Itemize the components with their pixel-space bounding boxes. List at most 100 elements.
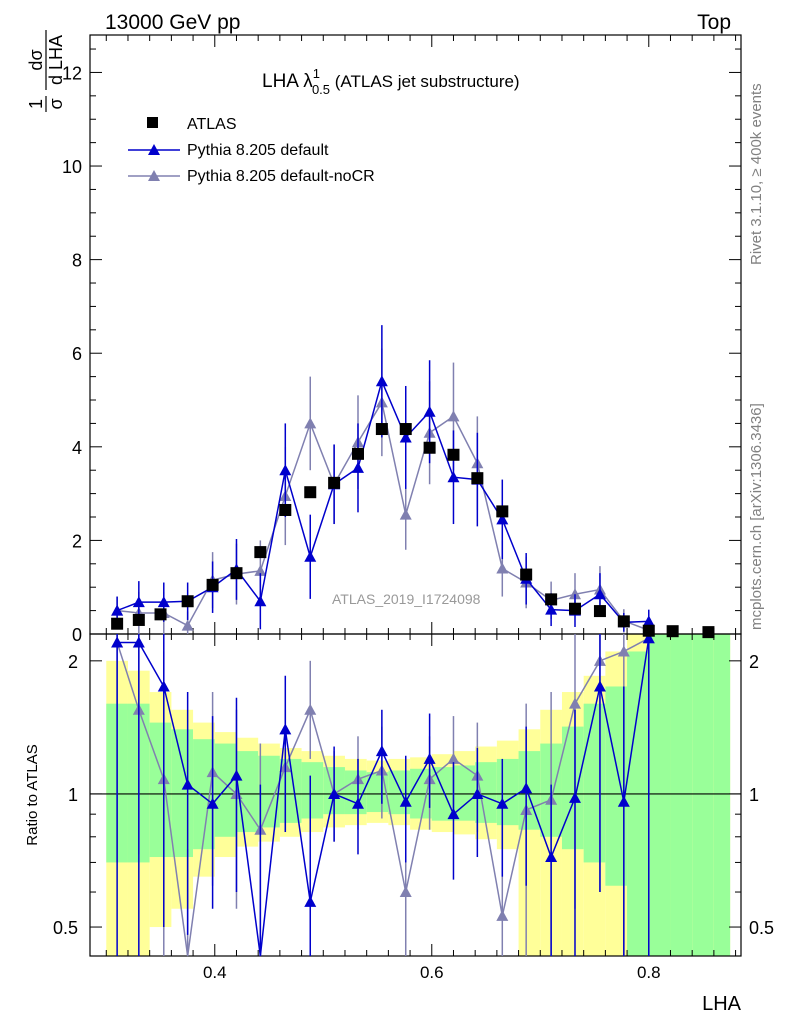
ratio-point-default (181, 778, 194, 790)
header-process: 13000 GeV pp (105, 11, 240, 34)
x-axis-label: LHA (702, 993, 742, 1015)
band-green-bin (713, 634, 731, 956)
data-point-atlas (111, 617, 124, 630)
band-green-bin (627, 651, 649, 956)
ratio-point-nocr (399, 886, 412, 898)
data-point-atlas (375, 423, 388, 436)
ratio-point-default (617, 795, 630, 807)
data-point-atlas (423, 441, 436, 454)
main-point-default (254, 595, 267, 607)
ratio-point-default (157, 680, 170, 692)
ratio-point-default (423, 752, 436, 764)
ratio-point-nocr (617, 645, 630, 657)
header-observable: Top (697, 11, 731, 34)
data-point-atlas (351, 447, 364, 460)
x-tick-label: 0.6 (420, 963, 444, 982)
main-point-default (157, 596, 170, 608)
legend-marker-default (148, 144, 160, 155)
rivet-version-text: Rivet 3.1.10, ≥ 400k events (748, 83, 765, 265)
ratio-point-default (447, 808, 460, 820)
band-green-bin (670, 634, 693, 956)
band-green-bin (692, 634, 714, 956)
ratio-point-nocr (304, 703, 317, 715)
main-point-default (304, 550, 317, 562)
y-tick-label: 6 (72, 344, 82, 364)
band-green-bin (171, 729, 194, 858)
mcplots-text: mcplots.cern.ch [arXiv:1306.3436] (748, 403, 765, 630)
data-point-atlas (520, 568, 533, 581)
data-point-atlas (132, 613, 145, 626)
y-tick-label: 12 (62, 63, 82, 83)
band-green-bin (453, 765, 476, 821)
analysis-id: ATLAS_2019_I1724098 (332, 591, 481, 607)
data-point-atlas (154, 608, 167, 621)
data-point-atlas (642, 624, 655, 637)
band-green-bin (366, 772, 389, 813)
ratio-point-default (304, 895, 317, 907)
y-tick-label: 4 (72, 438, 82, 458)
band-green-bin (301, 762, 324, 819)
ratio-point-default (206, 797, 219, 809)
legend-label-atlas: ATLAS (187, 116, 237, 133)
ratio-point-default (593, 680, 606, 692)
ratio-plot-frame (89, 633, 742, 957)
main-point-nocr (496, 562, 509, 574)
main-point-default (642, 615, 655, 627)
ratio-point-default (230, 769, 243, 781)
main-point-default (496, 513, 509, 525)
ratio-point-default (328, 787, 341, 799)
y-tick-label: 8 (72, 251, 82, 271)
data-point-atlas (496, 505, 509, 518)
data-point-atlas (230, 567, 243, 580)
y-label-frac1-den: σ (46, 98, 66, 109)
data-point-atlas (545, 593, 558, 606)
y-tick-label: 10 (62, 157, 82, 177)
ratio-point-default (351, 797, 364, 809)
data-point-atlas (666, 625, 679, 638)
chart-title: LHA λ1 0.5 (ATLAS jet substructure) (262, 66, 520, 97)
main-point-default (447, 471, 460, 483)
data-point-atlas (328, 476, 341, 489)
main-point-nocr (254, 564, 267, 576)
ratio-tick-label-right: 1 (749, 785, 759, 805)
main-point-nocr (399, 508, 412, 520)
ratio-tick-label: 2 (68, 652, 78, 672)
ratio-tick-label: 0.5 (53, 918, 78, 938)
band-green-bin (648, 634, 671, 956)
ratio-point-default (132, 636, 145, 648)
ratio-tick-label-right: 2 (749, 652, 759, 672)
title-rest: (ATLAS jet substructure) (330, 72, 520, 91)
band-green-bin (258, 755, 280, 828)
ratio-point-nocr (568, 697, 581, 709)
data-point-atlas (181, 595, 194, 608)
main-point-default (545, 603, 558, 615)
legend-marker-nocr (148, 170, 160, 181)
legend-label-default: Pythia 8.205 default (187, 142, 329, 159)
main-point-default (399, 431, 412, 443)
data-point-atlas (568, 602, 581, 615)
ratio-point-default (520, 782, 533, 794)
ratio-uncertainty-bands (106, 634, 731, 956)
main-point-nocr (304, 417, 317, 429)
ratio-point-default (642, 632, 655, 644)
main-point-default (375, 375, 388, 387)
ratio-point-default (496, 797, 509, 809)
data-series (111, 325, 715, 957)
y-axis-label: 1 σ dσ d LHA (26, 30, 66, 112)
data-point-atlas (279, 503, 292, 516)
main-point-default (593, 588, 606, 600)
data-point-atlas (702, 626, 715, 639)
main-point-nocr (181, 619, 194, 631)
data-point-atlas (447, 448, 460, 461)
ratio-point-default (399, 795, 412, 807)
ratio-point-default (545, 851, 558, 863)
band-green-bin (583, 703, 606, 863)
legend: ATLAS Pythia 8.205 default Pythia 8.205 … (128, 116, 375, 185)
data-point-atlas (593, 605, 606, 618)
title-main: LHA λ (262, 71, 313, 92)
ratio-tick-label-right: 0.5 (749, 918, 774, 938)
ratio-point-default (568, 791, 581, 803)
ratio-axis-label: Ratio to ATLAS (24, 744, 41, 845)
